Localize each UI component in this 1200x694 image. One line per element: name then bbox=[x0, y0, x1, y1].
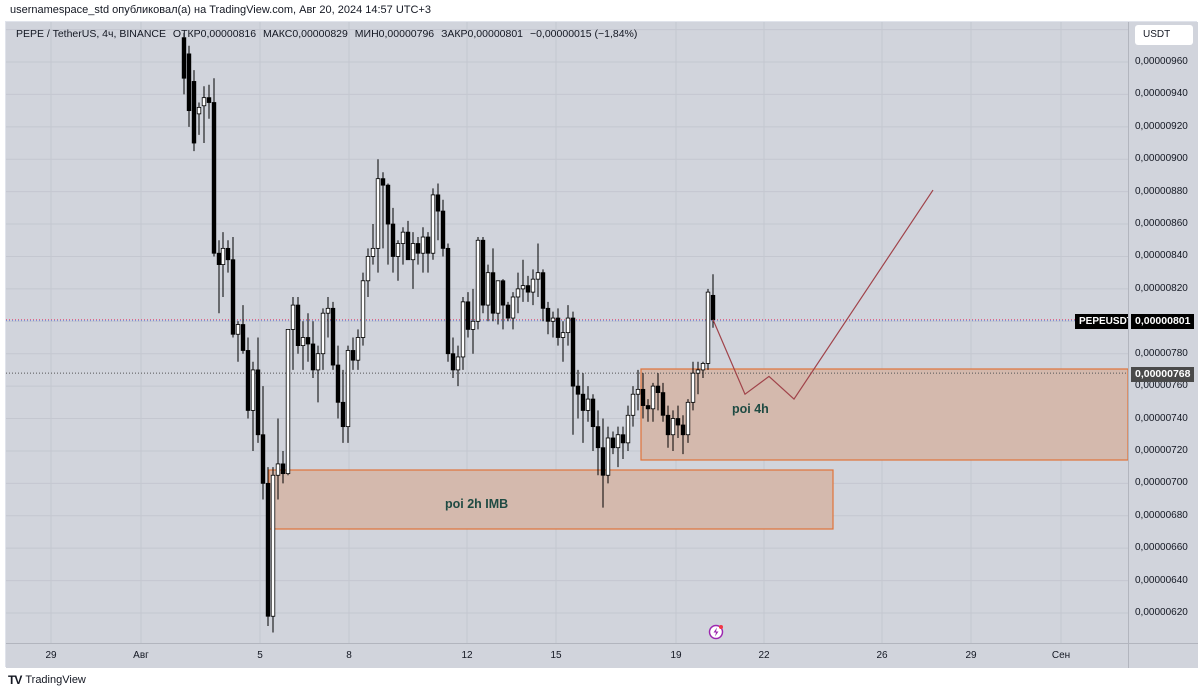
legend-close: ЗАКР0,00000801 bbox=[441, 28, 524, 40]
price-tick: 0,00000960 bbox=[1135, 56, 1188, 67]
price-tick: 0,00000740 bbox=[1135, 412, 1188, 424]
price-tick: 0,00000680 bbox=[1135, 509, 1188, 521]
price-tick: 0,00000900 bbox=[1135, 153, 1188, 165]
time-tick: 12 bbox=[461, 650, 473, 661]
price-tick: 0,00000700 bbox=[1135, 477, 1188, 489]
price-tick: 0,00000920 bbox=[1135, 120, 1188, 132]
zone-4h-label: poi 4h bbox=[732, 402, 769, 416]
last-price-badge: 0,00000801 bbox=[1131, 314, 1195, 329]
time-tick: 22 bbox=[758, 650, 770, 661]
candlestick-chart[interactable] bbox=[6, 22, 1128, 643]
zone-2h-label: poi 2h IMB bbox=[445, 497, 509, 511]
time-axis[interactable]: 29 Авг 5 8 12 15 19 22 26 29 Сен bbox=[6, 643, 1128, 668]
axis-corner bbox=[1128, 643, 1198, 668]
chart-legend: PEPE / TetherUS, 4ч, BINANCE ОТКР0,00000… bbox=[16, 28, 641, 40]
price-axis[interactable]: USDT 0,00000960 0,00000940 0,00000920 0,000… bbox=[1128, 22, 1198, 643]
flash-icon[interactable] bbox=[708, 624, 724, 640]
chart-frame: PEPE / TetherUS, 4ч, BINANCE ОТКР0,00000… bbox=[5, 21, 1198, 668]
legend-low: МИН0,00000796 bbox=[354, 28, 435, 40]
tradingview-logo-icon: TV bbox=[8, 673, 22, 687]
time-tick: Сен bbox=[1051, 650, 1071, 661]
plot-area[interactable]: PEPE / TetherUS, 4ч, BINANCE ОТКР0,00000… bbox=[6, 22, 1128, 643]
price-tick: 0,00000660 bbox=[1135, 542, 1188, 554]
footer: TV TradingView bbox=[8, 673, 86, 687]
price-tick: 0,00000760 bbox=[1135, 380, 1188, 392]
price-tick: 0,00000940 bbox=[1135, 88, 1188, 100]
legend-open: ОТКР0,00000816 bbox=[172, 28, 257, 40]
price-tick: 0,00000840 bbox=[1135, 250, 1188, 262]
marker-price-badge: 0,00000768 bbox=[1131, 367, 1195, 382]
price-tick: 0,00000860 bbox=[1135, 218, 1188, 230]
price-tick: 0,00000780 bbox=[1135, 347, 1188, 359]
time-tick: 15 bbox=[550, 650, 562, 661]
time-tick: Авг bbox=[133, 650, 149, 661]
time-tick: 29 bbox=[45, 650, 57, 661]
price-tick: 0,00000620 bbox=[1135, 607, 1188, 618]
time-tick: 8 bbox=[346, 650, 352, 661]
time-tick: 5 bbox=[257, 650, 263, 661]
price-tick: 0,00000640 bbox=[1135, 574, 1188, 586]
time-tick: 26 bbox=[876, 650, 888, 661]
price-tick: 0,00000820 bbox=[1135, 282, 1188, 294]
price-tick: 0,00000880 bbox=[1135, 185, 1188, 197]
footer-brand: TradingView bbox=[25, 674, 86, 686]
time-tick: 29 bbox=[965, 650, 977, 661]
currency-button[interactable]: USDT bbox=[1135, 25, 1193, 45]
legend-symbol: PEPE / TetherUS, 4ч, BINANCE bbox=[16, 28, 166, 40]
price-tick: 0,00000720 bbox=[1135, 444, 1188, 456]
time-tick: 19 bbox=[670, 650, 682, 661]
legend-change: −0,00000015 (−1,84%) bbox=[529, 28, 638, 40]
publish-line: usernamespace_std опубликовал(а) на Trad… bbox=[10, 4, 431, 16]
last-price-symbol-badge: PEPEUSDT bbox=[1075, 314, 1128, 329]
legend-high: МАКС0,00000829 bbox=[263, 28, 348, 40]
